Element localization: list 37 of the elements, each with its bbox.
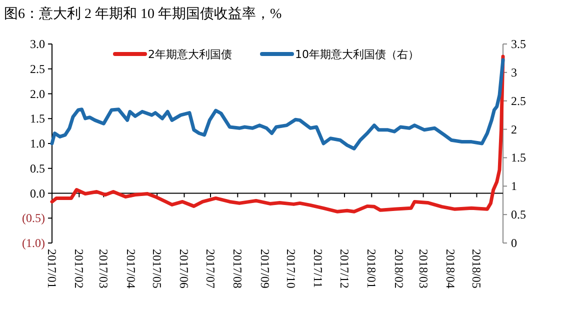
y-tick-label: 2.5 bbox=[30, 62, 45, 76]
x-tick-label: 2017/06 bbox=[177, 249, 192, 288]
y-tick-label: 0.0 bbox=[30, 186, 45, 200]
y2-tick-label: 1.5 bbox=[511, 150, 526, 165]
y-tick-label: 3.0 bbox=[30, 37, 45, 51]
x-tick-label: 2017/01 bbox=[45, 249, 59, 288]
y-tick-label: 0.5 bbox=[30, 161, 45, 176]
y-tick-label: 1.5 bbox=[30, 112, 45, 126]
x-tick-label: 2017/04 bbox=[124, 249, 138, 288]
x-tick-label: 2017/09 bbox=[258, 249, 272, 288]
x-tick-label: 2017/07 bbox=[204, 249, 218, 288]
y2-tick-label: 0 bbox=[511, 236, 517, 250]
x-tick-label: 2018/03 bbox=[416, 249, 430, 288]
y-tick-label: (1.0) bbox=[22, 236, 45, 250]
y2-tick-label: 2.5 bbox=[511, 94, 526, 108]
y-tick-label: (0.5) bbox=[22, 211, 45, 226]
x-tick-label: 2018/02 bbox=[392, 249, 406, 288]
y2-tick-label: 1 bbox=[511, 179, 517, 194]
x-tick-label: 2018/04 bbox=[443, 249, 458, 288]
x-tick-label: 2017/11 bbox=[311, 249, 326, 288]
y2-tick-label: 0.5 bbox=[511, 208, 526, 222]
y2-tick-label: 2 bbox=[511, 122, 517, 136]
x-tick-label: 2017/02 bbox=[72, 249, 86, 288]
x-tick-label: 2017/12 bbox=[337, 249, 352, 288]
x-tick-label: 2018/05 bbox=[470, 249, 484, 288]
y-tick-label: 1.0 bbox=[30, 136, 45, 150]
y-tick-label: 2.0 bbox=[30, 86, 45, 101]
legend-label: 2年期意大利国债 bbox=[148, 48, 232, 61]
chart-title: 图6：意大利 2 年期和 10 年期国债收益率，% bbox=[4, 6, 282, 22]
x-tick-label: 2017/05 bbox=[150, 249, 164, 288]
y2-tick-label: 3 bbox=[511, 65, 517, 80]
y2-tick-label: 3.5 bbox=[511, 37, 526, 51]
x-tick-label: 2017/08 bbox=[230, 249, 245, 288]
x-tick-label: 2017/03 bbox=[96, 249, 111, 288]
x-tick-label: 2017/10 bbox=[284, 249, 298, 288]
x-tick-label: 2018/01 bbox=[364, 249, 379, 288]
legend-label: 10年期意大利国债（右） bbox=[295, 48, 419, 61]
